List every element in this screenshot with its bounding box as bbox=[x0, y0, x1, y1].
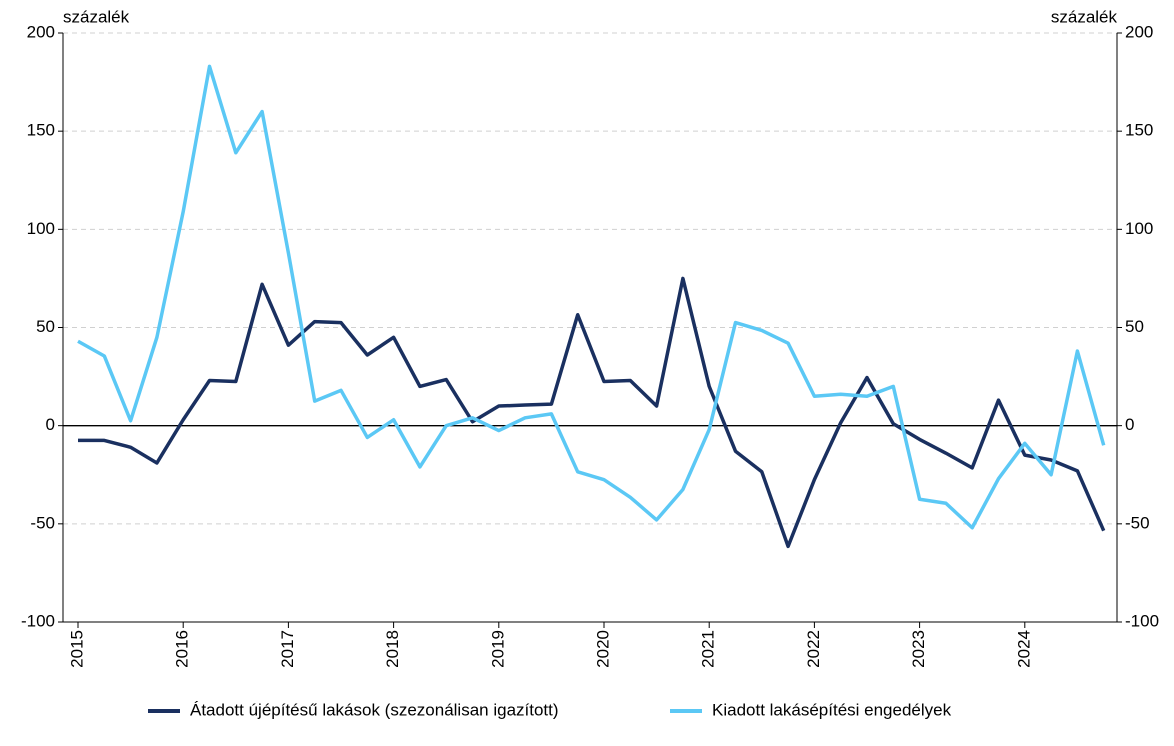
legend-label: Átadott újépítésű lakások (szezonálisan … bbox=[190, 700, 559, 719]
x-tick-label: 2017 bbox=[278, 630, 297, 668]
y-tick-label: -100 bbox=[21, 611, 55, 630]
y2-axis-label: százalék bbox=[1051, 7, 1118, 26]
y2-tick-label: 50 bbox=[1125, 317, 1144, 336]
x-tick-label: 2021 bbox=[699, 630, 718, 668]
x-tick-label: 2024 bbox=[1014, 630, 1033, 668]
y-tick-label: 200 bbox=[27, 22, 55, 41]
y2-tick-label: -100 bbox=[1125, 611, 1159, 630]
y2-tick-label: -50 bbox=[1125, 513, 1150, 532]
legend-label: Kiadott lakásépítési engedélyek bbox=[712, 700, 952, 719]
y2-tick-label: 100 bbox=[1125, 219, 1153, 238]
y2-tick-label: 200 bbox=[1125, 22, 1153, 41]
x-tick-label: 2022 bbox=[804, 630, 823, 668]
x-tick-label: 2020 bbox=[593, 630, 612, 668]
x-tick-label: 2023 bbox=[909, 630, 928, 668]
x-tick-label: 2018 bbox=[383, 630, 402, 668]
x-tick-label: 2016 bbox=[173, 630, 192, 668]
y2-tick-label: 150 bbox=[1125, 121, 1153, 140]
y-tick-label: 50 bbox=[36, 317, 55, 336]
y-axis-label: százalék bbox=[63, 7, 130, 26]
x-tick-label: 2015 bbox=[67, 630, 86, 668]
series-line bbox=[77, 64, 1106, 530]
y-tick-label: 150 bbox=[27, 121, 55, 140]
y-tick-label: 0 bbox=[46, 415, 55, 434]
x-tick-label: 2019 bbox=[488, 630, 507, 668]
y-tick-label: 100 bbox=[27, 219, 55, 238]
y-tick-label: -50 bbox=[30, 513, 55, 532]
y2-tick-label: 0 bbox=[1125, 415, 1134, 434]
series-line bbox=[78, 276, 1106, 549]
